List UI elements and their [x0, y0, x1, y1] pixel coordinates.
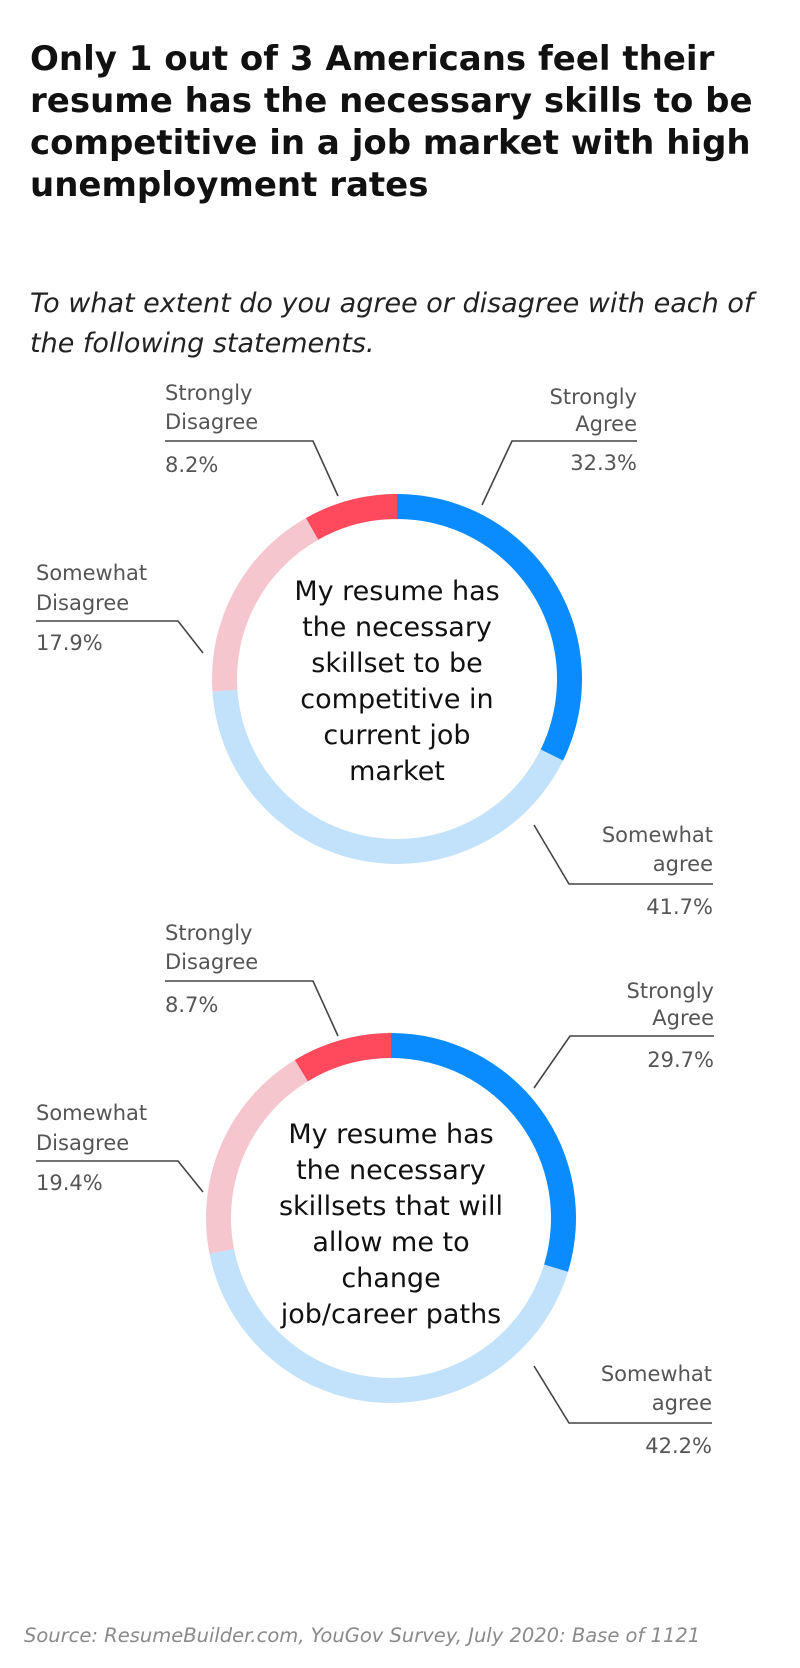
slice-label-strongly-agree: Strongly [550, 385, 638, 409]
leader-line-somewhat-disagree [36, 620, 204, 654]
center-statement-line: job/career paths [280, 1299, 502, 1330]
slice-label-somewhat-agree: agree [653, 852, 713, 876]
slice-label-strongly-agree: Strongly [627, 979, 715, 1003]
slice-value-label: 32.3% [570, 451, 637, 475]
slice-value-label: 8.2% [165, 453, 218, 477]
slice-label-somewhat-disagree: Somewhat [36, 561, 147, 585]
chart-title: Only 1 out of 3 Americans feel their res… [30, 39, 753, 205]
chart-subtitle: To what extent do you agree or disagree … [30, 288, 754, 359]
slice-label-strongly-agree: Agree [652, 1006, 714, 1030]
center-statement-line: My resume has [288, 1119, 493, 1150]
slice-value-label: 17.9% [36, 631, 103, 655]
slice-label-strongly-disagree: Disagree [165, 950, 258, 974]
leader-line-somewhat-agree [533, 1365, 712, 1424]
leader-line-somewhat-agree [533, 824, 713, 885]
slice-label-somewhat-agree: Somewhat [601, 1362, 712, 1386]
slice-strongly-agree [397, 494, 582, 761]
slice-label-somewhat-disagree: Somewhat [36, 1101, 147, 1125]
slice-value-label: 29.7% [647, 1048, 714, 1072]
slice-label-somewhat-disagree: Disagree [36, 591, 129, 615]
leader-line-strongly-disagree [165, 980, 339, 1037]
slice-somewhat-agree [209, 1248, 568, 1403]
slice-value-label: 8.7% [165, 993, 218, 1017]
slice-strongly-disagree [294, 1033, 391, 1082]
slice-somewhat-disagree [211, 517, 319, 692]
center-statement-line: market [349, 756, 445, 787]
slice-strongly-disagree [305, 494, 397, 540]
center-statement-line: the necessary [302, 612, 492, 643]
slice-value-label: 41.7% [646, 895, 713, 919]
source-note: Source: ResumeBuilder.com, YouGov Survey… [24, 1624, 701, 1647]
center-statement-line: skillset to be [311, 648, 483, 679]
slice-value-label: 19.4% [36, 1171, 103, 1195]
center-statement-line: current job [323, 720, 470, 751]
leader-line-strongly-agree [533, 1035, 714, 1089]
center-statement-line: allow me to [312, 1227, 469, 1258]
center-statement-line: skillsets that will [279, 1191, 503, 1222]
center-statement-line: My resume has [294, 576, 499, 607]
center-statement-line: the necessary [296, 1155, 486, 1186]
slice-label-strongly-disagree: Strongly [165, 381, 253, 405]
slice-label-somewhat-agree: Somewhat [602, 823, 713, 847]
slice-strongly-agree [391, 1033, 576, 1272]
leader-line-strongly-disagree [165, 440, 339, 497]
slice-label-strongly-disagree: Disagree [165, 410, 258, 434]
slice-label-somewhat-agree: agree [652, 1391, 712, 1415]
slice-label-strongly-agree: Agree [575, 412, 637, 436]
slice-somewhat-disagree [206, 1059, 308, 1254]
donut-chart-2: Strongly Agree 29.7% Somewhat agree 42.2% Some… [36, 921, 714, 1458]
leader-line-somewhat-disagree [36, 1160, 204, 1193]
leader-line-strongly-agree [481, 440, 637, 506]
slice-value-label: 42.2% [645, 1434, 712, 1458]
center-statement-line: competitive in [300, 684, 493, 715]
slice-label-somewhat-disagree: Disagree [36, 1131, 129, 1155]
slice-label-strongly-disagree: Strongly [165, 921, 253, 945]
donut-chart-1: Strongly Agree 32.3% Somewhat agree 41.7% Some… [36, 381, 713, 919]
center-statement-line: change [341, 1263, 440, 1294]
slice-somewhat-agree [212, 689, 564, 864]
